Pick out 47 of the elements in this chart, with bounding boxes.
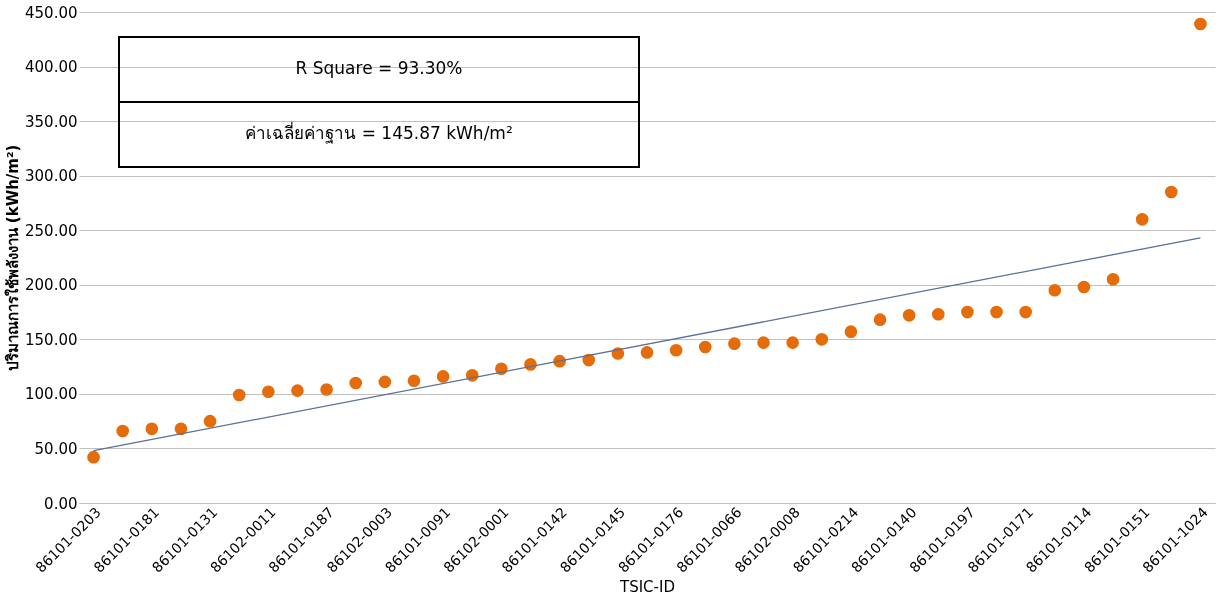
y-tick-label: 300.00 — [25, 167, 78, 186]
point — [728, 337, 741, 351]
y-tick-label: 150.00 — [25, 330, 78, 349]
point — [786, 336, 799, 349]
point — [990, 305, 1003, 319]
point — [407, 374, 421, 388]
point — [1106, 273, 1120, 286]
point — [378, 375, 392, 389]
point — [1164, 185, 1178, 199]
y-tick-label: 50.00 — [34, 439, 78, 458]
point — [1048, 283, 1062, 297]
point — [1194, 17, 1207, 31]
point — [495, 362, 508, 376]
point — [669, 343, 683, 357]
y-tick-label: 100.00 — [25, 385, 78, 404]
y-tick-label: 450.00 — [25, 3, 78, 22]
y-axis-title: ปริมาณการใช้พลังงาน (kWh/m²) — [4, 144, 23, 372]
point — [320, 383, 333, 396]
point — [116, 424, 130, 438]
y-tick-label: 400.00 — [25, 58, 78, 77]
point — [961, 305, 974, 319]
point — [698, 340, 712, 354]
point — [145, 422, 159, 436]
point — [203, 414, 217, 428]
x-axis-title: TSIC-ID — [619, 577, 675, 596]
point — [757, 336, 770, 349]
point — [436, 370, 450, 383]
annotation: ค่าเฉลี่ยค่าฐาน = 145.87 kWh/m² — [245, 121, 513, 144]
point — [262, 385, 275, 399]
annotation: R Square = 93.30% — [295, 58, 463, 78]
point — [844, 325, 858, 339]
point — [232, 388, 246, 402]
point — [815, 333, 829, 346]
point — [1019, 305, 1032, 319]
point — [1077, 280, 1091, 294]
point — [902, 309, 916, 322]
point — [291, 384, 304, 397]
point — [931, 307, 945, 321]
y-tick-label: 0.00 — [44, 494, 78, 513]
point — [349, 376, 363, 390]
point — [873, 313, 887, 327]
point — [87, 450, 100, 464]
y-tick-label: 350.00 — [25, 112, 78, 131]
y-tick-label: 200.00 — [25, 276, 78, 295]
y-tick-label: 250.00 — [25, 221, 78, 240]
point — [640, 346, 654, 359]
point — [1135, 213, 1149, 226]
